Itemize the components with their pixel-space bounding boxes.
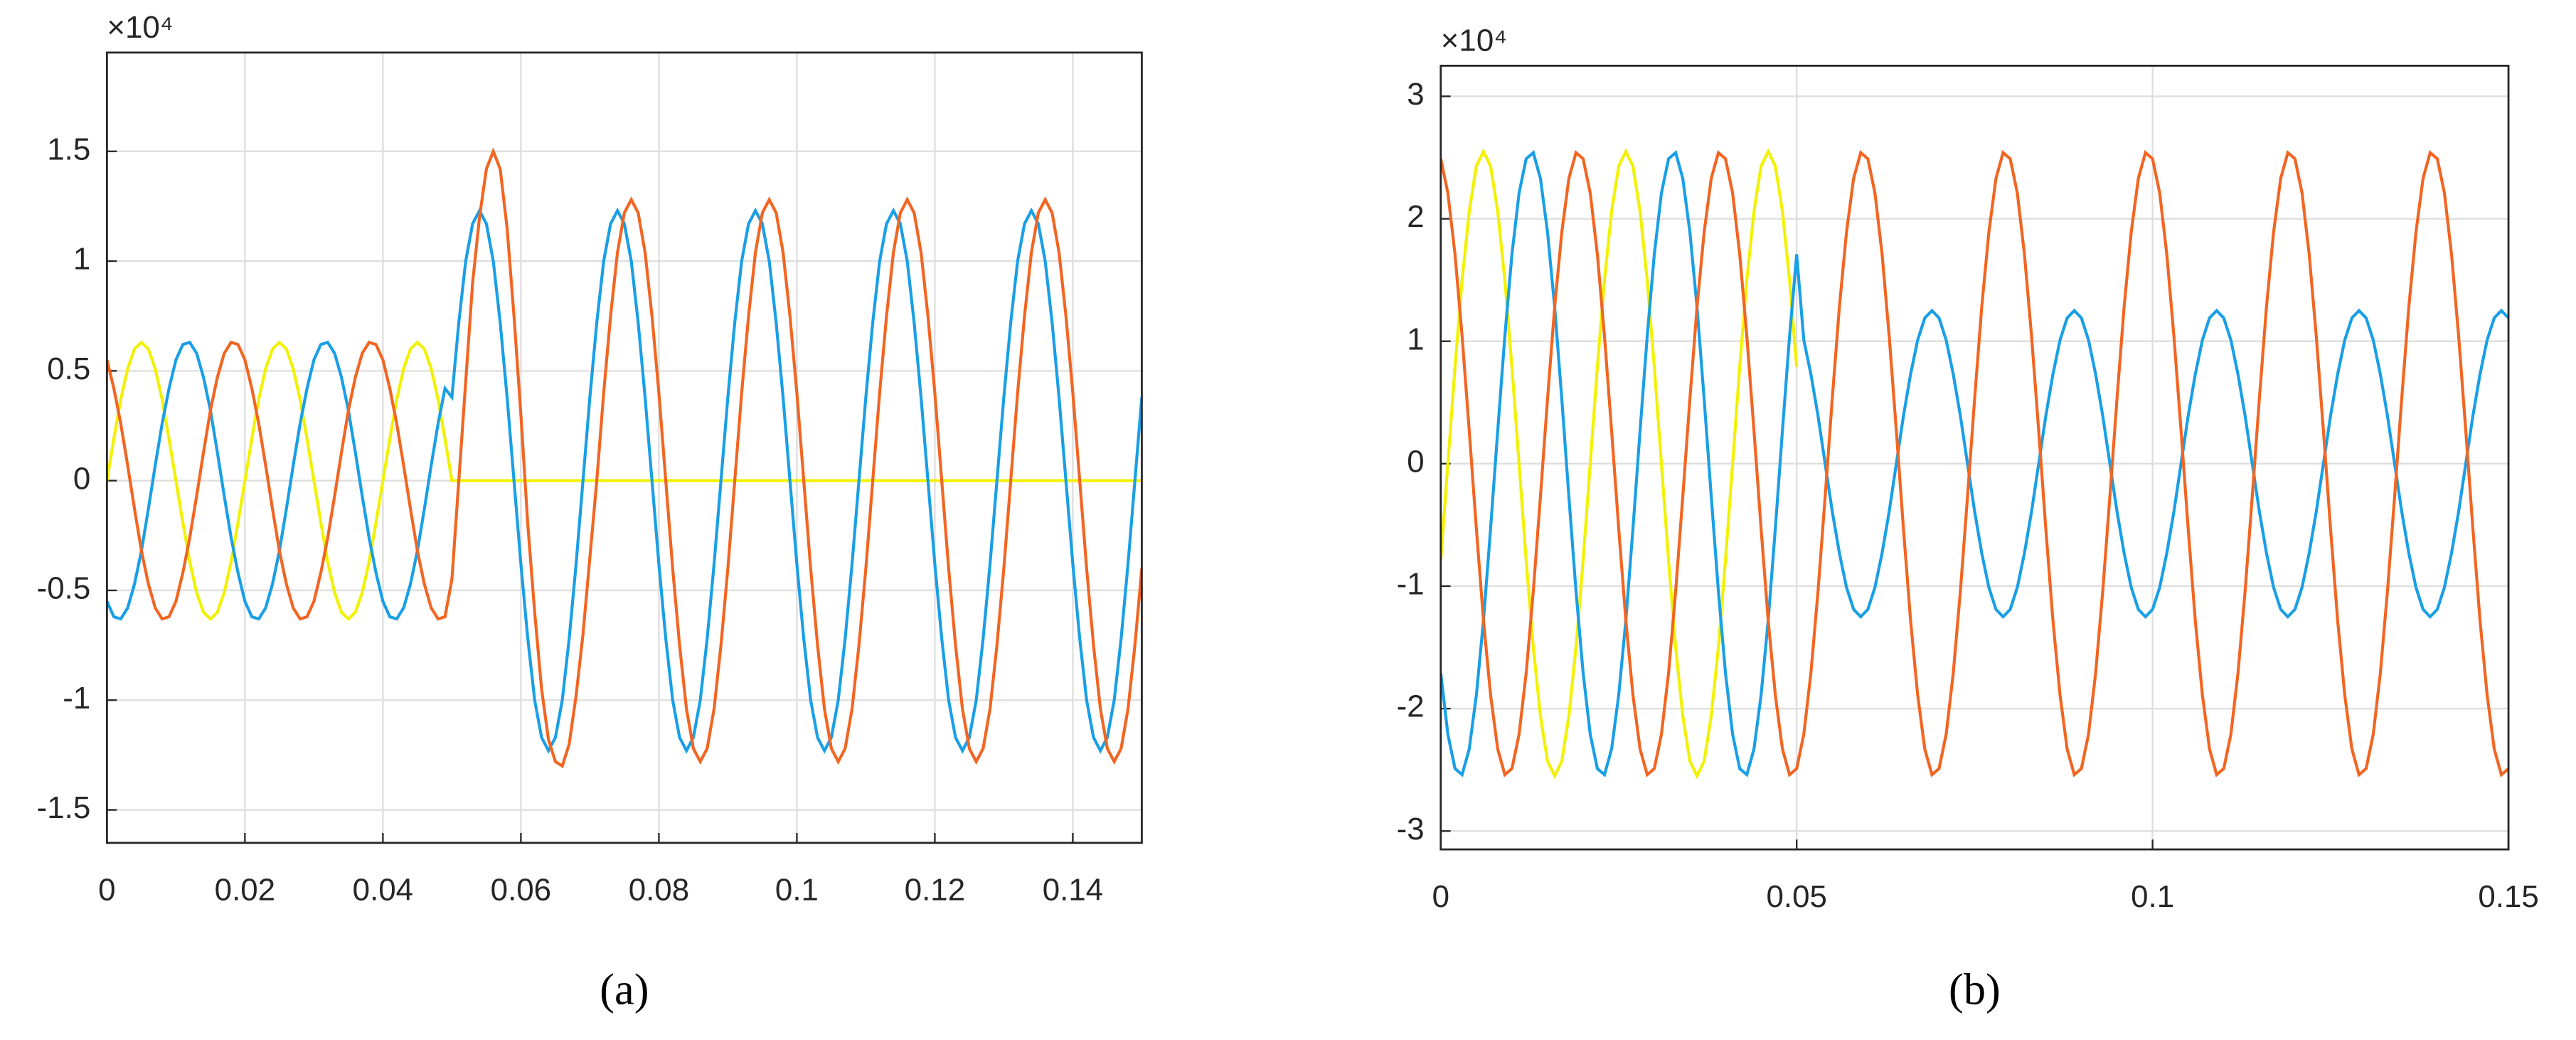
waveform — [1440, 149, 2509, 778]
exponent-label: ×10⁴ — [1441, 23, 1507, 58]
waveform — [1440, 148, 1799, 780]
y-tick-label: 3 — [1407, 77, 1424, 112]
y-tick-label: 1 — [1407, 322, 1424, 356]
axes-frame — [105, 51, 1143, 844]
x-tick-label: 0.06 — [491, 873, 551, 908]
subplot: 0 0.02 0.04 0.06 0.08 0.1 0.12 0.14 -1.5 -1 -0.5 0 0… — [37, 10, 1143, 1014]
y-tick-label: 1 — [73, 242, 90, 277]
y-tick-label: 0.5 — [47, 351, 90, 386]
y-tick-label: -1 — [63, 681, 90, 716]
y-tick-label: 0 — [1407, 444, 1424, 479]
plot-area — [1440, 65, 2509, 850]
y-tick-label: -3 — [1397, 812, 1425, 847]
axes-frame — [1439, 64, 2510, 851]
y-tick-label: -1.5 — [37, 790, 91, 825]
waveform — [107, 147, 1142, 769]
waveform — [1440, 149, 2509, 778]
caption: (b) — [1949, 965, 2001, 1014]
waveform — [107, 340, 1142, 621]
x-tick-label: 0.12 — [905, 873, 965, 908]
exponent-label: ×10⁴ — [107, 10, 173, 45]
x-tick-label: 0.05 — [1767, 879, 1827, 914]
x-tick-label: 0.1 — [775, 873, 819, 908]
y-tick-label: 2 — [1407, 199, 1424, 234]
x-tick-label: 0.04 — [353, 873, 413, 908]
plot-area — [107, 52, 1142, 843]
x-tick-label: 0.15 — [2478, 879, 2538, 914]
y-tick-label: 0 — [73, 461, 90, 496]
x-tick-label: 0.02 — [215, 873, 275, 908]
y-tick-label: -1 — [1397, 567, 1425, 602]
x-tick-label: 0.14 — [1043, 873, 1103, 908]
x-tick-label: 0 — [98, 873, 115, 908]
y-tick-label: -0.5 — [37, 571, 91, 606]
y-tick-label: -2 — [1397, 689, 1425, 724]
x-tick-label: 0 — [1432, 879, 1449, 914]
x-tick-label: 0.1 — [2131, 879, 2174, 914]
subplot: 0 0.05 0.1 0.15 -3 -2 -1 0 1 2 3 ×10⁴ (b) — [1397, 23, 2539, 1014]
y-tick-label: 1.5 — [47, 132, 90, 166]
caption: (a) — [600, 965, 649, 1014]
x-tick-label: 0.08 — [629, 873, 689, 908]
